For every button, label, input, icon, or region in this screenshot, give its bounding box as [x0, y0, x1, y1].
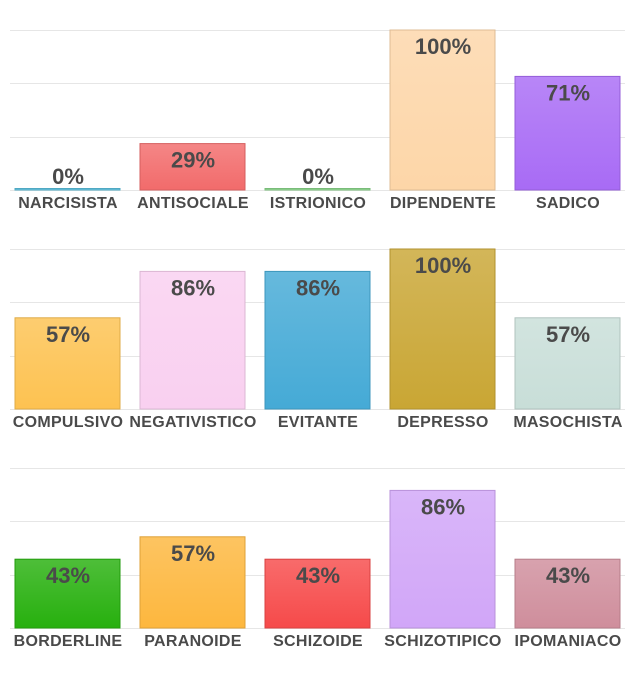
value-label: 0% — [52, 164, 84, 189]
value-label: 57% — [171, 541, 215, 566]
bar-chart-panel-1: 0% NARCISISTA 29% ANTISOCIALE 0% ISTRIONICO 10… — [10, 29, 625, 212]
value-label: 43% — [296, 563, 340, 588]
bar-depresso[interactable] — [389, 248, 496, 410]
category-label: BORDERLINE — [14, 633, 123, 650]
category-label: MASOCHISTA — [513, 414, 623, 431]
category-label: ISTRIONICO — [270, 195, 366, 212]
bar-sadico[interactable] — [514, 75, 621, 191]
value-label: 86% — [296, 275, 340, 300]
value-label: 100% — [415, 253, 471, 278]
bar-schizotipico[interactable] — [389, 489, 496, 629]
category-label: NARCISISTA — [18, 195, 118, 212]
bar-schizoide[interactable] — [264, 558, 371, 629]
value-label: 71% — [546, 80, 590, 105]
bar-chart-panel-3: 43% BORDERLINE 57% PARANOIDE 43% SCHIZOIDE 86%… — [10, 468, 625, 650]
bar-istrionico[interactable] — [264, 188, 371, 191]
bar-paranoide[interactable] — [139, 536, 246, 629]
value-label: 29% — [171, 148, 215, 173]
bar-evitante[interactable] — [264, 270, 371, 410]
category-label: COMPULSIVO — [13, 414, 124, 431]
category-label: SADICO — [536, 195, 600, 212]
category-label: DIPENDENTE — [390, 195, 496, 212]
bar-narcisista[interactable] — [14, 188, 121, 191]
category-label: NEGATIVISTICO — [129, 414, 256, 431]
category-label: SCHIZOIDE — [273, 633, 363, 650]
value-label: 43% — [546, 563, 590, 588]
category-label: DEPRESSO — [397, 414, 488, 431]
value-label: 86% — [171, 275, 215, 300]
category-label: IPOMANIACO — [515, 633, 622, 650]
value-label: 43% — [46, 563, 90, 588]
value-label: 86% — [421, 494, 465, 519]
value-label: 57% — [546, 322, 590, 347]
bar-dipendente[interactable] — [389, 29, 496, 191]
value-label: 100% — [415, 34, 471, 59]
category-label: SCHIZOTIPICO — [384, 633, 501, 650]
bar-antisociale[interactable] — [139, 143, 246, 191]
bar-masochista[interactable] — [514, 317, 621, 410]
value-label: 0% — [302, 164, 334, 189]
category-label: PARANOIDE — [144, 633, 242, 650]
bar-compulsivo[interactable] — [14, 317, 121, 410]
value-label: 57% — [46, 322, 90, 347]
category-label: ANTISOCIALE — [137, 195, 249, 212]
bar-borderline[interactable] — [14, 558, 121, 629]
bar-negativistico[interactable] — [139, 270, 246, 410]
category-label: EVITANTE — [278, 414, 358, 431]
bar-ipomaniaco[interactable] — [514, 558, 621, 629]
bar-chart-panel-2: 57% COMPULSIVO 86% NEGATIVISTICO 86% EVITANTE… — [10, 248, 625, 431]
